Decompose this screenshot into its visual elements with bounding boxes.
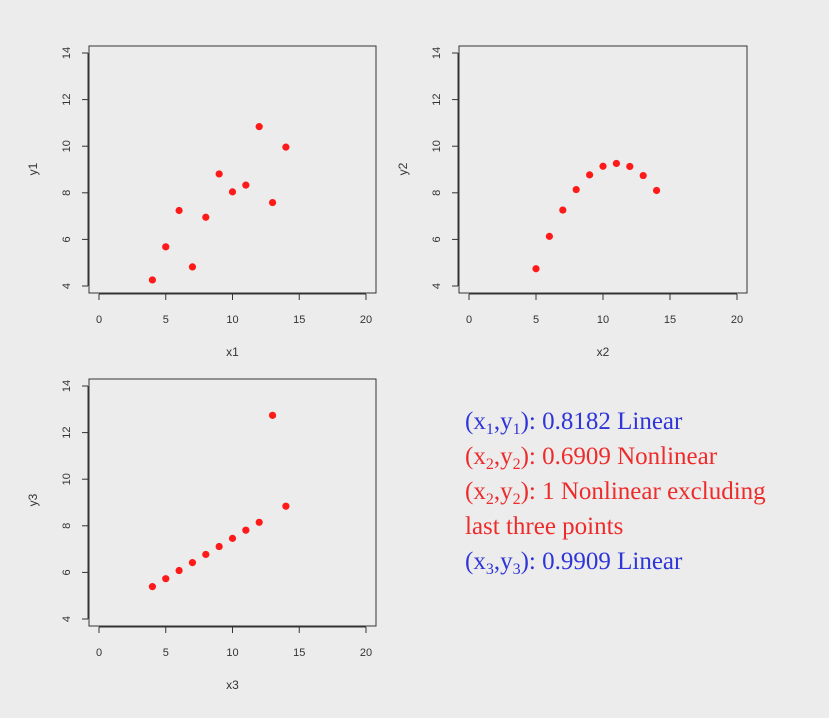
x-axis-title: x1	[226, 345, 239, 359]
data-point	[215, 170, 223, 178]
data-point	[188, 263, 197, 271]
plot-frame	[88, 378, 377, 627]
data-point	[175, 206, 183, 215]
data-point	[175, 566, 183, 575]
x-tick-label: 15	[664, 314, 676, 326]
x-tick-label: 0	[466, 314, 472, 326]
data-point	[586, 171, 594, 179]
data-point	[532, 265, 540, 273]
data-point	[255, 518, 263, 526]
data-point	[202, 550, 210, 559]
data-point	[626, 162, 634, 171]
x-tick-label: 5	[163, 314, 169, 326]
data-point	[255, 123, 263, 131]
legend-line-x3-y3: (x3,y3): 0.9909 Linear	[465, 548, 683, 578]
x-tick-label: 0	[96, 314, 102, 326]
x-tick-label: 5	[533, 314, 539, 326]
data-point	[162, 575, 170, 583]
data-point	[148, 583, 156, 591]
legend-line-x2-y2-excluding: (x2,y2): 1 Nonlinear excluding	[465, 478, 766, 508]
y-tick-label: 14	[61, 380, 73, 392]
correlation-legend: (x1,y1): 0.8182 Linear (x2,y2): 0.6909 N…	[465, 404, 766, 579]
y-tick-label: 14	[61, 47, 73, 59]
data-point	[268, 198, 277, 207]
y-tick-label: 6	[61, 236, 73, 242]
legend-line-x1-y1: (x1,y1): 0.8182 Linear	[465, 408, 683, 438]
data-point	[228, 534, 237, 542]
legend-line-last-three-points: last three points	[465, 513, 624, 540]
y-tick-label: 12	[61, 426, 73, 438]
y-tick-label: 4	[61, 283, 73, 289]
data-point	[282, 143, 290, 151]
y-axis-title: y3	[26, 493, 40, 506]
data-point	[162, 243, 170, 251]
scatter-panel-2: 0 5 10 15 20 4 6 8 10 12 14 x2 y2	[396, 45, 748, 359]
data-point	[228, 188, 237, 196]
x-tick-label: 0	[96, 647, 102, 659]
x-tick-label: 20	[360, 314, 372, 326]
data-point	[545, 232, 554, 240]
y-tick-label: 12	[431, 93, 443, 105]
x-tick-label: 10	[226, 647, 238, 659]
plot-frame	[458, 45, 748, 294]
x-axis-title: x3	[226, 678, 239, 692]
x-tick-label: 20	[360, 647, 372, 659]
x-tick-label: 20	[731, 314, 743, 326]
plot-frame	[88, 45, 377, 294]
scatter-panel-3: 0 5 10 15 20 4 6 8 10 12 14 x3 y3	[26, 378, 377, 692]
y-axis-title: y1	[26, 162, 40, 175]
data-point	[242, 526, 250, 534]
x-tick-label: 15	[293, 314, 305, 326]
data-point	[559, 206, 567, 214]
y-tick-label: 10	[61, 140, 73, 152]
y-tick-label: 14	[431, 47, 443, 59]
y-tick-label: 8	[431, 190, 443, 196]
y-tick-label: 4	[431, 283, 443, 289]
y-tick-label: 8	[61, 190, 73, 196]
data-point	[572, 185, 580, 194]
y-tick-label: 10	[61, 473, 73, 485]
data-point	[639, 171, 647, 180]
data-point	[242, 181, 250, 189]
y-tick-label: 6	[61, 569, 73, 575]
y-tick-label: 10	[431, 140, 443, 152]
x-axis-title: x2	[597, 345, 610, 359]
y-tick-label: 4	[61, 616, 73, 622]
x-tick-label: 5	[163, 647, 169, 659]
y-axis-title: y2	[396, 162, 410, 175]
x-tick-label: 10	[226, 314, 238, 326]
data-point	[148, 276, 156, 284]
data-point	[202, 213, 210, 221]
data-point	[612, 159, 621, 168]
legend-line-x2-y2: (x2,y2): 0.6909 Nonlinear	[465, 443, 718, 473]
data-point	[268, 411, 277, 419]
scatter-panel-1: 0 5 10 15 20 4 6 8 10 12 14 x1 y1	[26, 45, 377, 359]
data-point	[282, 502, 290, 510]
y-tick-label: 8	[61, 523, 73, 529]
data-point	[215, 542, 223, 551]
data-point	[653, 186, 661, 195]
y-tick-label: 6	[431, 236, 443, 242]
data-point	[188, 559, 197, 567]
data-point	[599, 162, 607, 170]
x-tick-label: 10	[597, 314, 609, 326]
x-tick-label: 15	[293, 647, 305, 659]
y-tick-label: 12	[61, 93, 73, 105]
